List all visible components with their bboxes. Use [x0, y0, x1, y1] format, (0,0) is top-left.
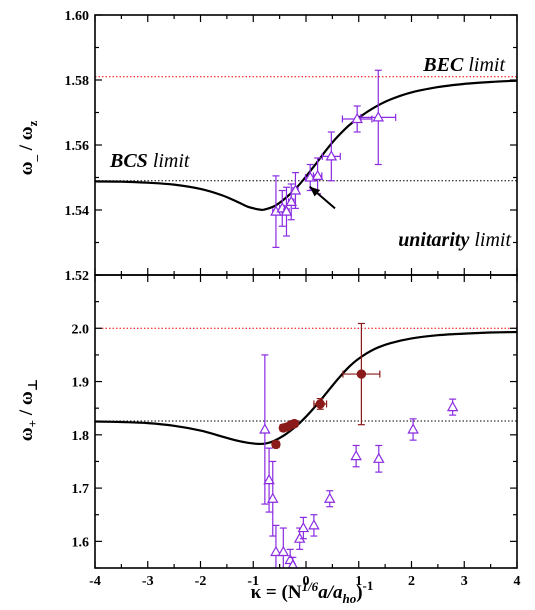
triangle-marker: [287, 559, 298, 568]
circle-marker: [271, 439, 281, 450]
y-tick-label: 2.0: [72, 322, 90, 337]
circle-marker: [356, 369, 367, 379]
bottom-y-axis-title: ω+ / ω⊥: [16, 379, 40, 441]
triangle-marker: [323, 492, 336, 503]
x-tick-label: -2: [195, 574, 207, 589]
circle-marker: [315, 399, 325, 409]
bottom-data-point: [407, 418, 419, 441]
bottom-data-point: [308, 514, 320, 537]
triangle-marker: [263, 473, 275, 485]
top-data-point: [341, 105, 373, 133]
bec-limit-label: BEC limit: [422, 54, 505, 76]
y-tick-label: 1.6: [72, 535, 90, 550]
top-y-axis-title: ω_ / ωz: [16, 120, 40, 175]
bottom-data-point: [297, 516, 310, 540]
x-tick-label: 1: [355, 574, 362, 589]
triangle-marker: [350, 449, 362, 461]
y-tick-label: 1.54: [65, 204, 90, 219]
y-tick-label: 1.56: [65, 139, 90, 154]
triangle-marker: [280, 205, 293, 216]
triangle-marker: [270, 545, 282, 557]
bottom-theory-curve: [95, 330, 517, 446]
bottom-panel: -4 -3 -2 -1 0 1 2 3 4 1.6 1.7 1.8 1.9 2.0: [72, 274, 521, 589]
bottom-data-point: [277, 527, 290, 568]
x-tick-label: -3: [142, 574, 154, 589]
unitarity-arrow-head: [309, 186, 321, 197]
y-tick-label: 1.60: [65, 9, 90, 24]
y-tick-label: 1.9: [72, 376, 90, 391]
triangle-marker: [311, 169, 324, 180]
triangle-marker: [293, 532, 306, 543]
bottom-data-point: [266, 460, 279, 537]
top-data-point: [321, 131, 341, 182]
bottom-data-point: [446, 398, 459, 416]
x-tick-label: -4: [89, 574, 101, 589]
bottom-data-point: [350, 444, 362, 468]
triangle-marker: [289, 184, 302, 195]
triangle-marker: [446, 400, 459, 412]
unitarity-limit-label: unitarity limit: [398, 229, 511, 251]
triangle-marker: [373, 452, 385, 463]
y-tick-label: 1.58: [65, 74, 90, 89]
top-data-point: [285, 183, 298, 221]
bottom-data-point: [289, 418, 300, 429]
x-tick-label: 4: [514, 574, 521, 589]
triangle-marker: [277, 545, 290, 557]
triangle-marker: [372, 111, 385, 122]
y-tick-label: 1.8: [72, 429, 90, 444]
bottom-data-point: [287, 556, 298, 568]
top-panel: BEC limit BCS limit unitarity limit 1.52…: [65, 9, 518, 284]
triangle-marker: [285, 195, 298, 206]
bottom-axes-frame: [94, 274, 518, 569]
triangle-marker: [266, 492, 279, 503]
bottom-data-point: [313, 397, 328, 410]
y-tick-label: 1.7: [72, 482, 90, 497]
bottom-data-point: [259, 354, 271, 505]
top-data-point: [311, 157, 324, 195]
x-tick-label: -1: [247, 574, 259, 589]
x-tick-label: 2: [408, 574, 415, 589]
top-annotations: BEC limit BCS limit unitarity limit: [109, 54, 511, 251]
x-tick-label: 0: [303, 574, 310, 589]
triangle-marker: [325, 150, 338, 161]
y-tick-label: 1.52: [65, 269, 90, 284]
bottom-data-point: [342, 322, 381, 426]
bottom-data-point: [271, 439, 281, 450]
top-data-point: [289, 172, 302, 209]
top-theory-curve: [95, 79, 517, 212]
x-tick-label: 3: [461, 574, 468, 589]
circle-marker: [289, 418, 300, 429]
bottom-data-point: [270, 524, 282, 568]
bottom-data-point: [293, 527, 306, 550]
top-data-point: [360, 69, 397, 166]
triangle-marker: [351, 112, 363, 124]
top-plot-area: [95, 69, 517, 248]
bcs-limit-label: BCS limit: [109, 150, 190, 172]
bottom-data-point: [323, 490, 336, 508]
triangle-marker: [407, 423, 419, 434]
triangle-marker: [259, 423, 271, 434]
top-data-point: [276, 189, 289, 227]
triangle-marker: [297, 521, 310, 533]
triangle-marker: [308, 519, 320, 530]
bottom-plot-area: [95, 322, 517, 568]
top-data-point: [280, 186, 293, 237]
bottom-data-point: [373, 444, 385, 473]
